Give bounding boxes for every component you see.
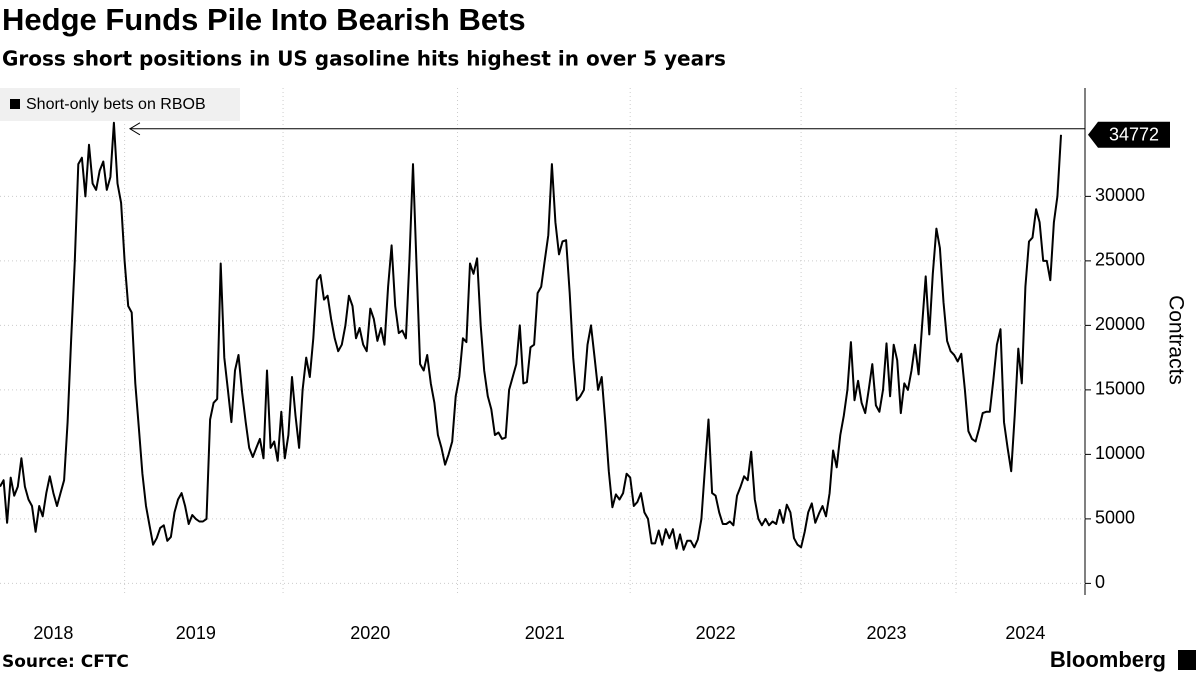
chart-subtitle: Gross short positions in US gasoline hit… — [2, 47, 726, 71]
y-tick-label: 30000 — [1095, 185, 1145, 205]
y-tick-label: 20000 — [1095, 314, 1145, 334]
y-tick-label: 5000 — [1095, 508, 1135, 528]
y-tick-label: 10000 — [1095, 443, 1145, 463]
annotation-arrowhead — [128, 122, 141, 136]
y-axis-label: Contracts — [1164, 295, 1187, 385]
x-tick-label: 2020 — [350, 623, 390, 643]
legend-swatch — [10, 99, 20, 109]
last-value-label: 34772 — [1109, 125, 1159, 145]
legend-box — [0, 88, 240, 121]
brand-icon — [1178, 650, 1196, 670]
legend-label: Short-only bets on RBOB — [26, 96, 206, 113]
y-tick-label: 15000 — [1095, 379, 1145, 399]
x-tick-label: 2022 — [696, 623, 736, 643]
last-value-box — [1088, 121, 1170, 148]
x-tick-label: 2023 — [867, 623, 907, 643]
y-tick-label: 25000 — [1095, 250, 1145, 270]
line — [0, 121, 1062, 551]
source: Source: CFTC — [2, 652, 129, 672]
y-tick-label: 0 — [1095, 572, 1105, 592]
x-tick-label: 2021 — [525, 623, 565, 643]
chart-title: Hedge Funds Pile Into Bearish Bets — [2, 2, 526, 37]
brand: Bloomberg — [1050, 647, 1166, 672]
x-tick-label: 2018 — [33, 623, 73, 643]
x-tick-label: 2024 — [1005, 623, 1045, 643]
x-tick-label: 2019 — [176, 623, 216, 643]
